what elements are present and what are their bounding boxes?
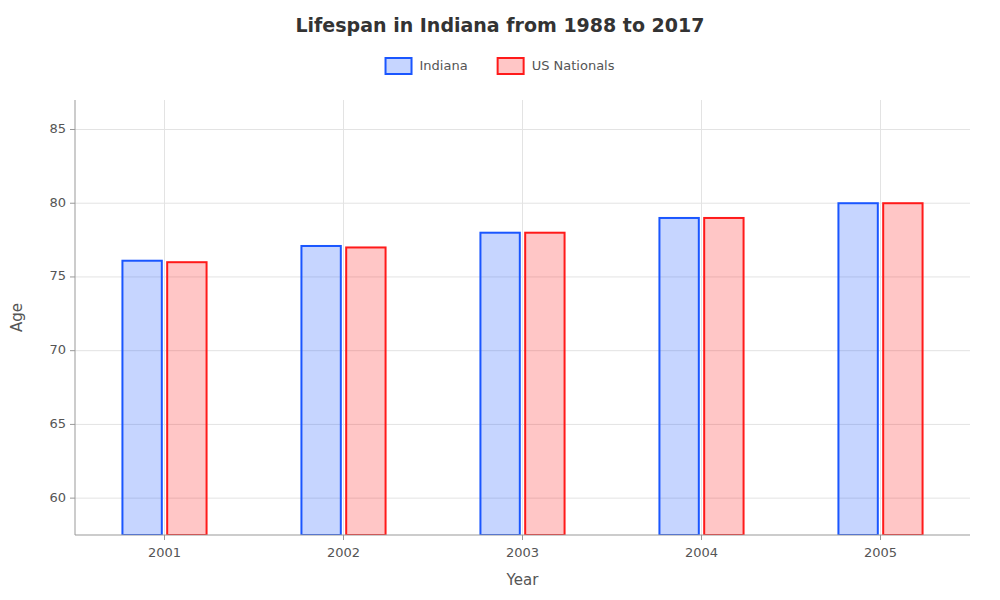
y-tick [70, 498, 75, 499]
bar [838, 203, 877, 535]
x-grid-line [522, 100, 523, 535]
bar [659, 218, 698, 535]
x-tick-label: 2001 [148, 545, 181, 560]
chart-svg: 60 65 70 75 80 85 2001 2002 2003 2004 2005 Year Age L… [0, 0, 1000, 600]
y-tick-label: 85 [49, 121, 66, 136]
bar [301, 246, 340, 535]
x-tick [522, 535, 523, 540]
legend-swatch [386, 58, 412, 74]
bar [525, 233, 564, 535]
title: Lifespan in Indiana from 1988 to 2017 [295, 14, 704, 36]
legend-label: US Nationals [532, 58, 615, 73]
y-axis-line [75, 100, 76, 535]
legend-item: US Nationals [498, 58, 615, 75]
y-tick [70, 424, 75, 425]
x-tick [164, 535, 165, 540]
y-tick-label: 65 [49, 416, 66, 431]
y-tick-label: 80 [49, 195, 66, 210]
x-grid-line [164, 100, 165, 535]
legend-swatch [498, 58, 524, 74]
x-axis-label: Year [506, 571, 540, 589]
x-grid-line [880, 100, 881, 535]
x-tick-label: 2004 [685, 545, 718, 560]
x-tick-label: 2003 [506, 545, 539, 560]
legend-item: Indiana [386, 58, 468, 75]
y-tick-label: 60 [49, 490, 66, 505]
x-grid-line [701, 100, 702, 535]
bar [122, 261, 161, 535]
legend: Indiana US Nationals [386, 58, 615, 75]
y-tick [70, 276, 75, 277]
x-tick-label: 2002 [327, 545, 360, 560]
y-tick [70, 350, 75, 351]
bars [122, 203, 922, 535]
y-tick-label: 70 [49, 342, 66, 357]
bar [480, 233, 519, 535]
legend-label: Indiana [420, 58, 468, 73]
y-tick [70, 129, 75, 130]
chart-container: 60 65 70 75 80 85 2001 2002 2003 2004 2005 Year Age L… [0, 0, 1000, 600]
bar [883, 203, 922, 535]
x-tick [880, 535, 881, 540]
y-tick-label: 75 [49, 268, 66, 283]
x-tick [701, 535, 702, 540]
x-tick [343, 535, 344, 540]
y-tick [70, 203, 75, 204]
x-tick-label: 2005 [864, 545, 897, 560]
x-grid-line [343, 100, 344, 535]
y-axis-label: Age [8, 303, 26, 332]
bar [167, 262, 206, 535]
grid [75, 100, 970, 535]
bar [346, 247, 385, 535]
bar [704, 218, 743, 535]
